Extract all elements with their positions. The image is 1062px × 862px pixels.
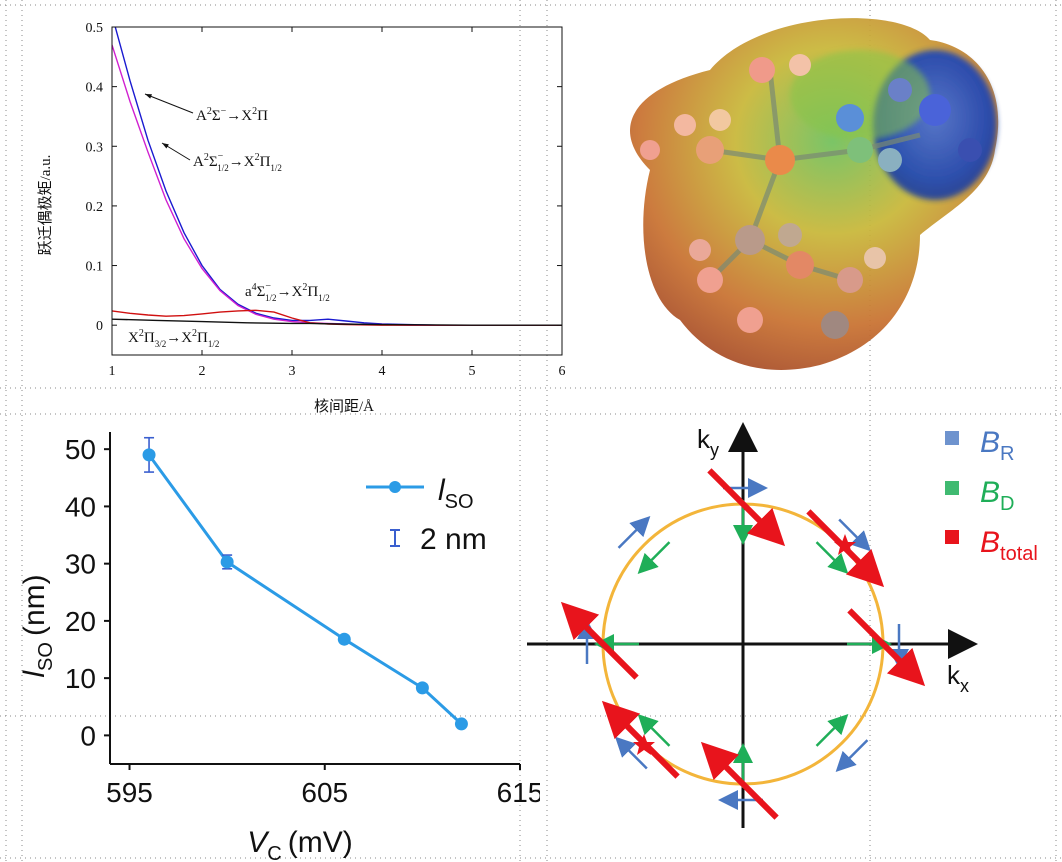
chartA-xtick-label: 1	[109, 364, 116, 379]
chartA-annotation-label: A2Σ− 1/2→X2Π1/2	[193, 151, 282, 173]
chartA-ytick-label: 0.4	[86, 81, 104, 96]
chartC-point	[142, 448, 156, 462]
chartA-ylabel: 跃迁偶极矩/a.u.	[37, 155, 54, 256]
chartC-point	[415, 681, 429, 695]
total-field-arrow	[700, 741, 779, 820]
legend-label-bd: BD	[980, 476, 1014, 515]
svg-text:lSO: lSO	[438, 474, 474, 513]
chartA-xtick-label: 6	[559, 364, 566, 379]
chartA-annotation-pointer	[144, 93, 194, 114]
rashba-arrow	[835, 739, 869, 772]
legend-label-br: BR	[980, 426, 1014, 465]
chartA-xtick-label: 4	[379, 364, 386, 379]
legend-label-btotal: Btotal	[980, 526, 1038, 565]
chartC-point	[337, 632, 351, 646]
chartA-ytick-label: 0.1	[86, 260, 104, 275]
rashba-arrow	[617, 516, 651, 549]
chartC-xtick-label: 595	[106, 777, 153, 808]
legend-swatch-btotal	[945, 530, 959, 544]
esp-green-region	[790, 50, 930, 140]
spin-orbit-field-diagram: ky kx BR BD Btotal	[527, 422, 1038, 828]
legend-err-label: 2 nm	[420, 523, 487, 556]
rashba-arrow	[838, 518, 871, 552]
lso-vs-vc-chart: 595 605 615 0 10 20 30 40 50 lSO 2 nm VC (mV) lSO…	[18, 432, 540, 862]
chartA-ytick-label: 0	[96, 319, 103, 334]
chartA-series-1	[112, 44, 562, 326]
chartA-series-0	[114, 27, 562, 326]
chartC-ytick-label: 20	[65, 606, 96, 637]
chartA-xtick-label: 5	[469, 364, 476, 379]
legend-line-label: l	[438, 474, 446, 507]
rashba-arrow	[615, 736, 648, 770]
chartA-frame	[111, 26, 563, 356]
total-field-arrow	[560, 601, 639, 680]
total-field-arrow	[847, 608, 926, 687]
chartC-series-line	[147, 454, 463, 726]
legend-swatch-br	[945, 431, 959, 445]
chartA-xtick-label: 3	[289, 364, 296, 379]
chartA-annotation-label: X2Π3/2→X2Π1/2	[128, 328, 219, 349]
chartA-series-3	[112, 318, 562, 326]
chartC-ytick-label: 40	[65, 491, 96, 522]
chartA-annotation-arrowhead	[162, 143, 169, 149]
chartA-ytick-label: 0.5	[86, 21, 104, 36]
ky-label: ky	[697, 424, 719, 460]
molecule-esp-image	[630, 18, 999, 370]
chartA-xlabel: 核间距/Å	[314, 398, 374, 415]
chartC-ytick-label: 10	[65, 663, 96, 694]
chartC-ylabel: lSO(nm)	[18, 574, 57, 677]
chartC-xtick-label: 605	[301, 777, 348, 808]
chartC-ytick-label: 50	[65, 434, 96, 465]
total-field-arrow	[707, 468, 786, 547]
molecule-atoms	[640, 54, 982, 339]
star-marker-upper	[834, 534, 856, 555]
chartC-xlabel: VC (mV)	[247, 826, 352, 862]
legend-errorbar-icon	[390, 529, 400, 547]
chartC-ytick-label: 30	[65, 549, 96, 580]
dresselhaus-arrow	[637, 714, 671, 747]
chartA-annotation-arrowhead	[145, 94, 152, 99]
chartA-ytick-label: 0.3	[86, 140, 104, 155]
dresselhaus-arrow	[815, 714, 849, 747]
chartC-point	[220, 555, 234, 569]
chartC-ytick-label: 0	[80, 720, 96, 751]
chartA-ytick-label: 0.2	[86, 200, 104, 215]
chartA-annotation-label: A2Σ−→X2Π	[196, 106, 268, 124]
chartA-xtick-label: 2	[199, 364, 206, 379]
legend-swatch-bd	[945, 481, 959, 495]
diagram-legend: BR BD Btotal	[945, 426, 1038, 565]
chartC-point	[454, 717, 468, 731]
star-marker-lower	[633, 734, 655, 755]
chartA-series-2	[112, 309, 562, 326]
chartC-legend: lSO 2 nm	[366, 474, 487, 556]
chartA-annotation-label: a4Σ− 1/2→X2Π1/2	[245, 281, 330, 303]
legend-line-label-sub: SO	[445, 491, 474, 513]
chartC-xtick-label: 615	[497, 777, 540, 808]
kx-label: kx	[947, 660, 969, 696]
dresselhaus-arrow	[815, 541, 849, 574]
dresselhaus-arrow	[637, 541, 671, 574]
transition-dipole-chart: A2Σ−→X2Π A2Σ− 1/2→X2Π1/2 a4Σ− 1/2→X2Π1/2 X2Π3…	[37, 21, 566, 415]
